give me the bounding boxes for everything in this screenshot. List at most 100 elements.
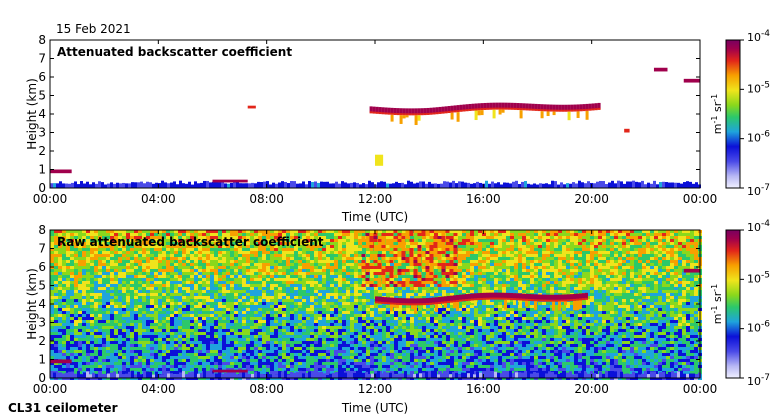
surface-cell: [431, 183, 434, 188]
noise-cell: [686, 254, 690, 257]
noise-cell: [58, 254, 62, 257]
noise-cell: [110, 263, 114, 266]
noise-cell: [86, 290, 90, 293]
noise-cell: [270, 248, 274, 251]
noise-cell: [110, 287, 114, 290]
noise-cell: [162, 269, 166, 272]
noise-cell: [278, 263, 282, 266]
noise-cell: [314, 308, 318, 311]
noise-cell: [514, 242, 518, 245]
noise-cell: [138, 251, 142, 254]
noise-cell: [502, 251, 506, 254]
noise-cell: [198, 251, 202, 254]
noise-cell: [458, 269, 462, 272]
noise-cell: [62, 248, 66, 251]
cloud-fall: [546, 111, 550, 117]
noise-cell: [162, 308, 166, 311]
noise-cell: [450, 230, 454, 233]
cloud-cell: [486, 102, 490, 109]
noise-cell: [110, 257, 114, 260]
noise-cell: [366, 236, 370, 239]
noise-cell: [350, 308, 354, 311]
noise-cell: [198, 263, 202, 266]
noise-cell: [154, 257, 158, 260]
noise-cell: [114, 278, 118, 281]
noise-cell: [650, 263, 654, 266]
noise-cell: [342, 248, 346, 251]
noise-cell: [350, 245, 354, 248]
noise-cell: [346, 248, 350, 251]
noise-cell: [298, 287, 302, 290]
noise-cell: [638, 305, 642, 308]
noise-cell: [610, 287, 614, 290]
surface-cell: [509, 183, 512, 188]
noise-cell: [622, 257, 626, 260]
noise-cell: [494, 299, 498, 302]
noise-cell: [222, 254, 226, 257]
noise-cell: [122, 251, 126, 254]
noise-cell: [554, 242, 558, 245]
noise-cell: [398, 308, 402, 311]
noise-cell: [58, 257, 62, 260]
noise-cell: [154, 299, 158, 302]
noise-cell: [466, 239, 470, 242]
noise-cell: [90, 290, 94, 293]
noise-cell: [378, 293, 382, 296]
noise-cell: [322, 248, 326, 251]
noise-cell: [314, 302, 318, 305]
noise-cell: [586, 278, 590, 281]
noise-cell: [66, 257, 70, 260]
noise-cell: [250, 242, 254, 245]
noise-cell: [686, 260, 690, 263]
noise-cell: [494, 257, 498, 260]
noise-cell: [70, 296, 74, 299]
noise-cell: [290, 230, 294, 233]
noise-cell: [362, 257, 366, 260]
noise-cell: [690, 248, 694, 251]
noise-cell: [262, 281, 266, 284]
noise-cell: [62, 293, 66, 296]
noise-cell: [630, 284, 634, 287]
noise-cell: [66, 251, 70, 254]
noise-cell: [282, 281, 286, 284]
noise-cell: [318, 245, 322, 248]
noise-cell: [246, 281, 250, 284]
cloud-edge: [414, 113, 418, 116]
noise-cell: [130, 284, 134, 287]
noise-cell: [294, 230, 298, 233]
noise-cell: [518, 278, 522, 281]
noise-cell: [534, 233, 538, 236]
noise-cell: [478, 302, 482, 305]
noise-cell: [670, 272, 674, 275]
surface-cell: [602, 181, 605, 188]
noise-cell: [330, 311, 334, 314]
noise-cell: [322, 230, 326, 233]
noise-cell: [254, 266, 258, 269]
noise-cell: [282, 269, 286, 272]
noise-cell: [82, 272, 86, 275]
noise-cell: [142, 257, 146, 260]
noise-cell: [102, 254, 106, 257]
noise-cell: [642, 251, 646, 254]
noise-cell: [618, 284, 622, 287]
noise-cell: [262, 263, 266, 266]
noise-cell: [342, 299, 346, 302]
noise-cell: [346, 305, 350, 308]
noise-cell: [302, 239, 306, 242]
surface-cell: [455, 183, 458, 188]
noise-cell: [530, 278, 534, 281]
noise-cell: [202, 266, 206, 269]
cloud-edge: [507, 107, 511, 110]
noise-cell: [518, 251, 522, 254]
noise-cell: [458, 266, 462, 269]
noise-cell: [122, 248, 126, 251]
noise-cell: [446, 302, 450, 305]
noise-cell: [542, 245, 546, 248]
noise-cell: [210, 284, 214, 287]
noise-cell: [338, 257, 342, 260]
cloud-edge: [381, 112, 385, 115]
noise-cell: [306, 251, 310, 254]
noise-cell: [650, 302, 654, 305]
noise-cell: [690, 284, 694, 287]
noise-cell: [70, 308, 74, 311]
